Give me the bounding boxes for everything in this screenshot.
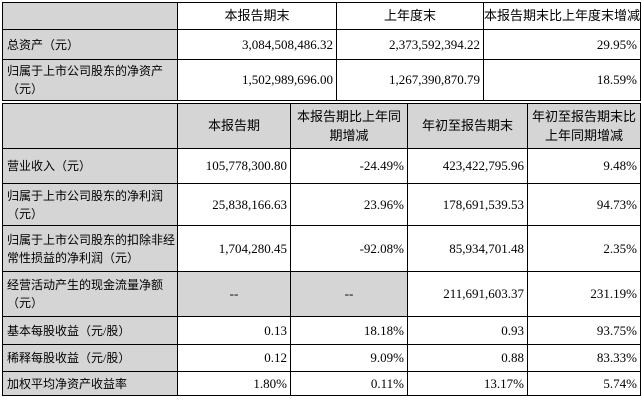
- column-header-current-period: 本报告期: [177, 103, 291, 149]
- table-cell: 423,422,795.96: [407, 148, 528, 184]
- column-header-ytd-change-vs-same-period: 年初至报告期末比上年同期增减: [527, 103, 641, 149]
- table-cell: 5.74%: [527, 371, 641, 396]
- table-row-total-assets: 总资产（元） 3,084,508,486.32 2,373,592,394.22…: [2, 29, 641, 60]
- table-header-row: 本报告期末 上年度末 本报告期末比上年度末增减: [2, 2, 641, 30]
- row-label: 稀释每股收益（元/股）: [2, 344, 178, 372]
- row-label: 营业收入（元）: [2, 148, 178, 184]
- row-label: 归属于上市公司股东的净利润（元）: [2, 183, 178, 226]
- table-row-operating-revenue: 营业收入（元） 105,778,300.80 -24.49% 423,422,7…: [2, 148, 641, 184]
- column-header-blank: [2, 103, 178, 149]
- table-cell: 231.19%: [527, 271, 641, 317]
- table-row-weighted-avg-roe: 加权平均净资产收益率 1.80% 0.11% 13.17% 5.74%: [2, 371, 641, 396]
- column-header-year-to-date: 年初至报告期末: [407, 103, 528, 149]
- table-cell: -92.08%: [290, 225, 408, 272]
- table-cell: 94.73%: [527, 183, 641, 226]
- row-label: 总资产（元）: [2, 29, 178, 60]
- table-cell: 2,373,592,394.22: [336, 29, 484, 60]
- row-label: 归属于上市公司股东的净资产（元）: [2, 59, 178, 101]
- table-cell: 83.33%: [527, 344, 641, 372]
- table-cell: 93.75%: [527, 316, 641, 345]
- row-label: 归属于上市公司股东的扣除非经常性损益的净利润（元）: [2, 225, 178, 272]
- table-header-row: 本报告期 本报告期比上年同期增减 年初至报告期末 年初至报告期末比上年同期增减: [2, 103, 641, 149]
- column-header-change-vs-prior-year-end: 本报告期末比上年度末增减: [483, 2, 641, 30]
- table-cell: 105,778,300.80: [177, 148, 291, 184]
- table-cell: 2.35%: [527, 225, 641, 272]
- column-header-change-vs-same-period: 本报告期比上年同期增减: [290, 103, 408, 149]
- table-cell: 0.11%: [290, 371, 408, 396]
- table-cell: 85,934,701.48: [407, 225, 528, 272]
- table-cell: -24.49%: [290, 148, 408, 184]
- table-cell: 0.12: [177, 344, 291, 372]
- column-header-current-period-end: 本报告期末: [177, 2, 337, 30]
- table-row-net-profit-excl-nonrecurring: 归属于上市公司股东的扣除非经常性损益的净利润（元） 1,704,280.45 -…: [2, 225, 641, 272]
- table-cell-not-applicable: --: [177, 271, 291, 317]
- table-cell: 29.95%: [483, 29, 641, 60]
- table-row-operating-cash-flow: 经营活动产生的现金流量净额（元） -- -- 211,691,603.37 23…: [2, 271, 641, 317]
- table-cell: 1,502,989,696.00: [177, 59, 337, 101]
- row-label: 加权平均净资产收益率: [2, 371, 178, 396]
- table-row-net-profit: 归属于上市公司股东的净利润（元） 25,838,166.63 23.96% 17…: [2, 183, 641, 226]
- table-cell: 0.13: [177, 316, 291, 345]
- table-cell: 211,691,603.37: [407, 271, 528, 317]
- column-header-prior-year-end: 上年度末: [336, 2, 484, 30]
- table-cell: 13.17%: [407, 371, 528, 396]
- table-cell: 9.09%: [290, 344, 408, 372]
- period-end-table: 本报告期末 上年度末 本报告期末比上年度末增减 总资产（元） 3,084,508…: [2, 2, 641, 101]
- table-cell-not-applicable: --: [290, 271, 408, 317]
- table-cell: 1,267,390,870.79: [336, 59, 484, 101]
- table-row-basic-eps: 基本每股收益（元/股） 0.13 18.18% 0.93 93.75%: [2, 316, 641, 345]
- row-label: 基本每股收益（元/股）: [2, 316, 178, 345]
- column-header-blank: [2, 2, 178, 30]
- table-cell: 25,838,166.63: [177, 183, 291, 226]
- table-cell: 9.48%: [527, 148, 641, 184]
- reporting-period-table: 本报告期 本报告期比上年同期增减 年初至报告期末 年初至报告期末比上年同期增减 …: [2, 103, 641, 396]
- table-row-net-assets: 归属于上市公司股东的净资产（元） 1,502,989,696.00 1,267,…: [2, 59, 641, 101]
- table-cell: 3,084,508,486.32: [177, 29, 337, 60]
- table-cell: 0.88: [407, 344, 528, 372]
- table-cell: 178,691,539.53: [407, 183, 528, 226]
- table-cell: 18.59%: [483, 59, 641, 101]
- table-cell: 1.80%: [177, 371, 291, 396]
- table-cell: 0.93: [407, 316, 528, 345]
- table-cell: 23.96%: [290, 183, 408, 226]
- table-row-diluted-eps: 稀释每股收益（元/股） 0.12 9.09% 0.88 83.33%: [2, 344, 641, 372]
- table-cell: 1,704,280.45: [177, 225, 291, 272]
- table-cell: 18.18%: [290, 316, 408, 345]
- row-label: 经营活动产生的现金流量净额（元）: [2, 271, 178, 317]
